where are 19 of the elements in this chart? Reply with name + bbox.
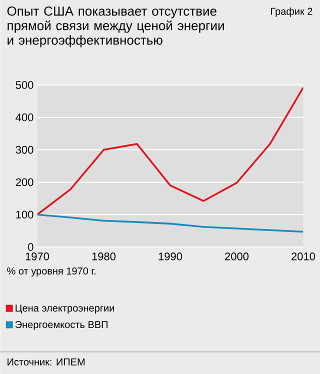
legend-label: Цена электроэнергии xyxy=(15,304,114,314)
x-tick-label: 2010 xyxy=(291,252,315,260)
text: Источник: ИПЕМ xyxy=(7,358,84,366)
y-tick-label: 100 xyxy=(16,210,34,218)
y-tick-label: 200 xyxy=(16,178,34,186)
text: % от уровня 1970 г. xyxy=(6,267,96,277)
legend-label: Энергоемкость ВВП xyxy=(15,321,108,330)
x-tick-label: 1980 xyxy=(92,252,116,260)
chart-subtitle: График 2 xyxy=(270,8,312,17)
chart-title: Опыт США показывает отсутствие прямой связи между ценой энергии и энергоэффективностью xyxy=(7,6,224,48)
x-tick-label: 1990 xyxy=(158,252,182,260)
x-tick-label: 2000 xyxy=(224,252,248,260)
y-tick-label: 500 xyxy=(16,81,34,89)
line-series xyxy=(37,214,304,233)
y-tick-label: 0 xyxy=(28,243,34,251)
x-tick-label: 1970 xyxy=(26,252,49,260)
y-tick-label: 300 xyxy=(16,146,34,154)
line-series xyxy=(37,86,304,216)
y-tick-label: 400 xyxy=(15,114,34,122)
